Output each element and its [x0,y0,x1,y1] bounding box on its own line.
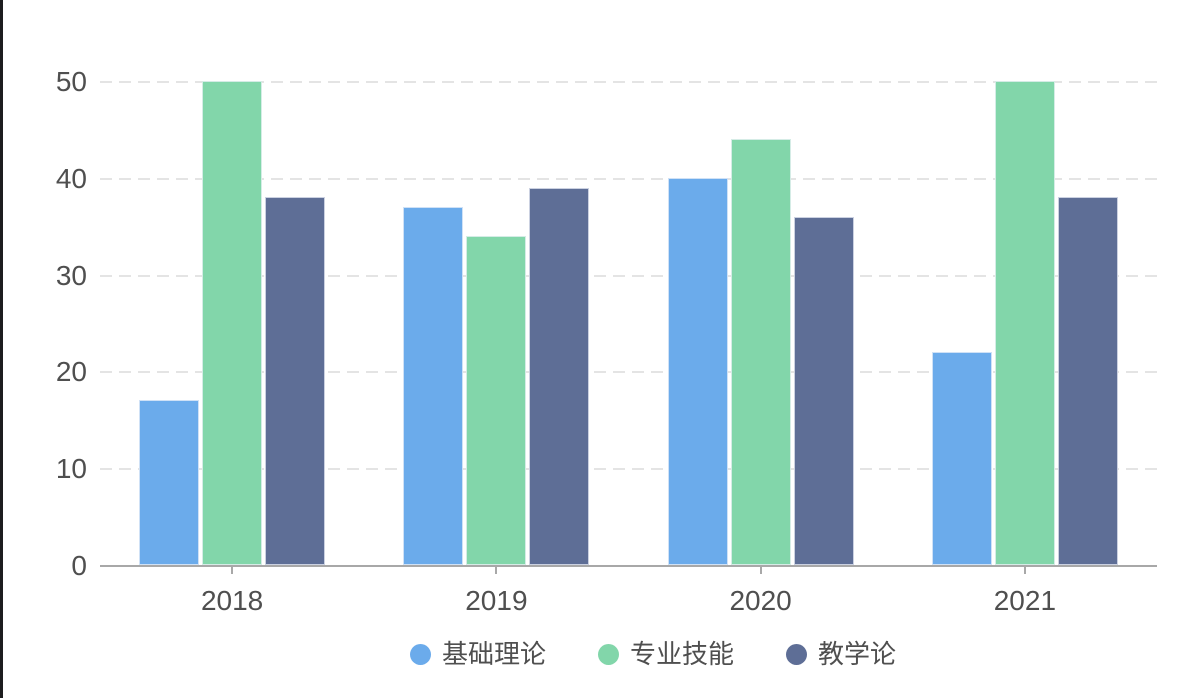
legend-item-1[interactable]: 基础理论 [409,638,546,670]
bar-2020-series-2 [730,139,791,565]
bar-2019-series-1 [403,206,464,565]
legend-label: 教学论 [818,639,897,669]
legend-label: 基础理论 [441,639,546,669]
x-axis-label: 2019 [465,585,528,616]
legend-item-3[interactable]: 教学论 [786,638,896,670]
x-axis-line [100,565,1157,567]
x-axis-tick [231,567,234,574]
bar-2020-series-3 [793,216,854,565]
x-axis-tick [1023,567,1026,574]
legend-item-2[interactable]: 专业技能 [597,638,734,670]
legend-marker-icon [786,643,807,665]
gridline-y30 [100,274,1157,277]
y-axis-label: 10 [55,453,87,485]
y-axis-label: 40 [55,162,87,194]
bar-2019-series-2 [466,235,527,565]
screen-left-edge [0,0,3,698]
y-axis-label: 0 [71,550,87,581]
x-axis-tick [759,567,762,574]
legend-marker-icon [409,643,431,665]
bar-2020-series-1 [667,177,728,565]
y-axis-label: 30 [55,259,87,291]
legend: 基础理论 专业技能 教学论 [0,638,1200,670]
y-axis-label: 50 [55,66,87,97]
bar-2018-series-3 [265,197,326,565]
x-axis-label: 2021 [993,585,1057,616]
x-axis-tick [495,567,498,574]
bar-2021-series-2 [994,81,1055,565]
legend-marker-icon [597,643,619,665]
bar-2018-series-2 [202,81,263,565]
gridline-y50 [100,81,1157,83]
x-axis-label: 2020 [729,585,792,616]
y-axis-label: 20 [55,356,87,388]
bar-2018-series-1 [139,400,200,565]
bar-2021-series-3 [1057,197,1118,565]
gridline-y40 [100,177,1157,180]
gridline-y20 [100,371,1157,374]
bar-2019-series-3 [529,187,590,565]
gridline-y10 [100,468,1157,471]
bar-2021-series-1 [931,352,992,565]
legend-label: 专业技能 [629,639,734,669]
x-axis-label: 2018 [200,585,264,616]
